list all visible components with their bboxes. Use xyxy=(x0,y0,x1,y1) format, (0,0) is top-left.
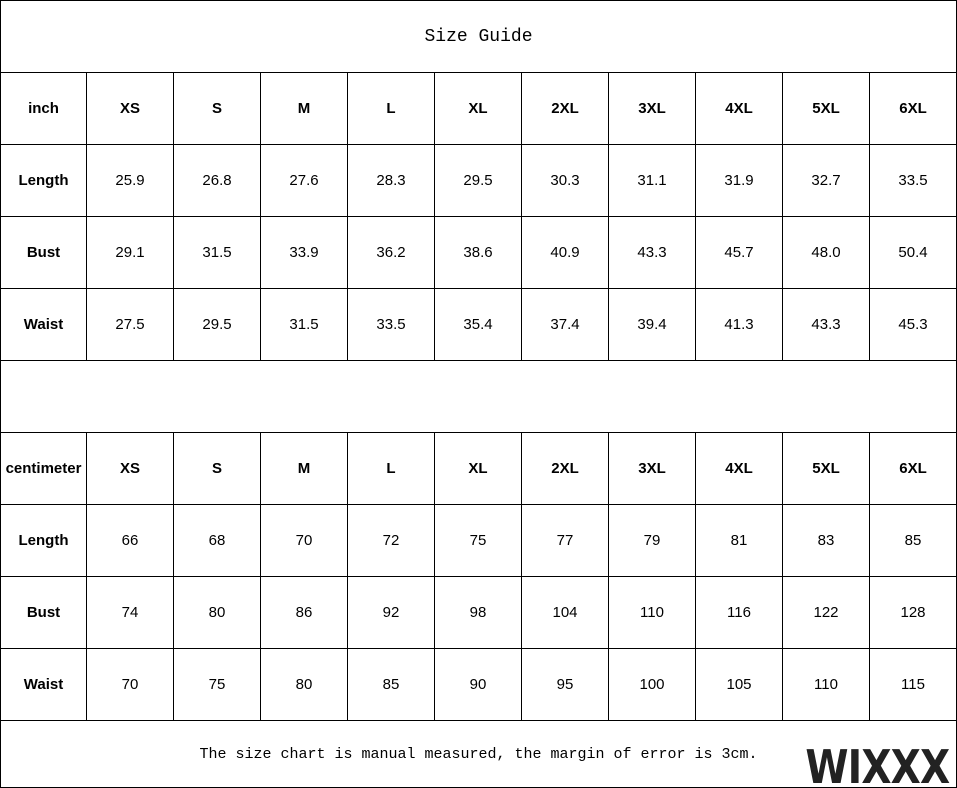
header-cell: 5XL xyxy=(783,433,870,505)
value-cell: 70 xyxy=(87,649,174,721)
value-cell: 85 xyxy=(348,649,435,721)
header-cell: L xyxy=(348,433,435,505)
header-cell: XS xyxy=(87,73,174,145)
value-cell: 41.3 xyxy=(696,289,783,361)
value-cell: 128 xyxy=(870,577,957,649)
header-cell: M xyxy=(261,73,348,145)
value-cell: 81 xyxy=(696,505,783,577)
value-cell: 31.9 xyxy=(696,145,783,217)
header-cell: S xyxy=(174,433,261,505)
header-cell: L xyxy=(348,73,435,145)
value-cell: 37.4 xyxy=(522,289,609,361)
header-cell: 4XL xyxy=(696,433,783,505)
value-cell: 29.1 xyxy=(87,217,174,289)
row-label: Length xyxy=(0,145,87,217)
value-cell: 31.5 xyxy=(261,289,348,361)
header-cell: 3XL xyxy=(609,73,696,145)
value-cell: 75 xyxy=(174,649,261,721)
value-cell: 66 xyxy=(87,505,174,577)
title: Size Guide xyxy=(0,0,957,73)
value-cell: 83 xyxy=(783,505,870,577)
value-cell: 105 xyxy=(696,649,783,721)
value-cell: 43.3 xyxy=(783,289,870,361)
value-cell: 33.9 xyxy=(261,217,348,289)
value-cell: 33.5 xyxy=(348,289,435,361)
value-cell: 90 xyxy=(435,649,522,721)
header-cell: 5XL xyxy=(783,73,870,145)
value-cell: 98 xyxy=(435,577,522,649)
header-cell: S xyxy=(174,73,261,145)
value-cell: 70 xyxy=(261,505,348,577)
value-cell: 110 xyxy=(783,649,870,721)
header-cell: 3XL xyxy=(609,433,696,505)
value-cell: 110 xyxy=(609,577,696,649)
value-cell: 77 xyxy=(522,505,609,577)
value-cell: 92 xyxy=(348,577,435,649)
value-cell: 35.4 xyxy=(435,289,522,361)
value-cell: 36.2 xyxy=(348,217,435,289)
value-cell: 25.9 xyxy=(87,145,174,217)
brand-logo: WIXXX xyxy=(805,740,950,788)
header-cell: 2XL xyxy=(522,433,609,505)
value-cell: 72 xyxy=(348,505,435,577)
spacer-row xyxy=(0,361,957,433)
header-cell: 4XL xyxy=(696,73,783,145)
value-cell: 116 xyxy=(696,577,783,649)
value-cell: 29.5 xyxy=(174,289,261,361)
row-label: Waist xyxy=(0,649,87,721)
header-cell: XS xyxy=(87,433,174,505)
value-cell: 79 xyxy=(609,505,696,577)
header-cell: 2XL xyxy=(522,73,609,145)
value-cell: 100 xyxy=(609,649,696,721)
header-cell: XL xyxy=(435,73,522,145)
value-cell: 75 xyxy=(435,505,522,577)
value-cell: 43.3 xyxy=(609,217,696,289)
value-cell: 50.4 xyxy=(870,217,957,289)
header-cell: 6XL xyxy=(870,73,957,145)
value-cell: 95 xyxy=(522,649,609,721)
header-cell: M xyxy=(261,433,348,505)
header-cell: inch xyxy=(0,73,87,145)
value-cell: 31.5 xyxy=(174,217,261,289)
value-cell: 40.9 xyxy=(522,217,609,289)
row-label: Bust xyxy=(0,217,87,289)
header-cell: 6XL xyxy=(870,433,957,505)
value-cell: 29.5 xyxy=(435,145,522,217)
value-cell: 31.1 xyxy=(609,145,696,217)
row-label: Bust xyxy=(0,577,87,649)
value-cell: 27.6 xyxy=(261,145,348,217)
value-cell: 80 xyxy=(174,577,261,649)
value-cell: 26.8 xyxy=(174,145,261,217)
value-cell: 74 xyxy=(87,577,174,649)
header-cell: centimeter xyxy=(0,433,87,505)
row-label: Length xyxy=(0,505,87,577)
value-cell: 32.7 xyxy=(783,145,870,217)
header-cell: XL xyxy=(435,433,522,505)
value-cell: 122 xyxy=(783,577,870,649)
value-cell: 85 xyxy=(870,505,957,577)
value-cell: 27.5 xyxy=(87,289,174,361)
value-cell: 48.0 xyxy=(783,217,870,289)
value-cell: 28.3 xyxy=(348,145,435,217)
value-cell: 45.7 xyxy=(696,217,783,289)
value-cell: 30.3 xyxy=(522,145,609,217)
value-cell: 39.4 xyxy=(609,289,696,361)
value-cell: 68 xyxy=(174,505,261,577)
value-cell: 45.3 xyxy=(870,289,957,361)
row-label: Waist xyxy=(0,289,87,361)
value-cell: 33.5 xyxy=(870,145,957,217)
value-cell: 80 xyxy=(261,649,348,721)
value-cell: 86 xyxy=(261,577,348,649)
value-cell: 115 xyxy=(870,649,957,721)
value-cell: 104 xyxy=(522,577,609,649)
value-cell: 38.6 xyxy=(435,217,522,289)
